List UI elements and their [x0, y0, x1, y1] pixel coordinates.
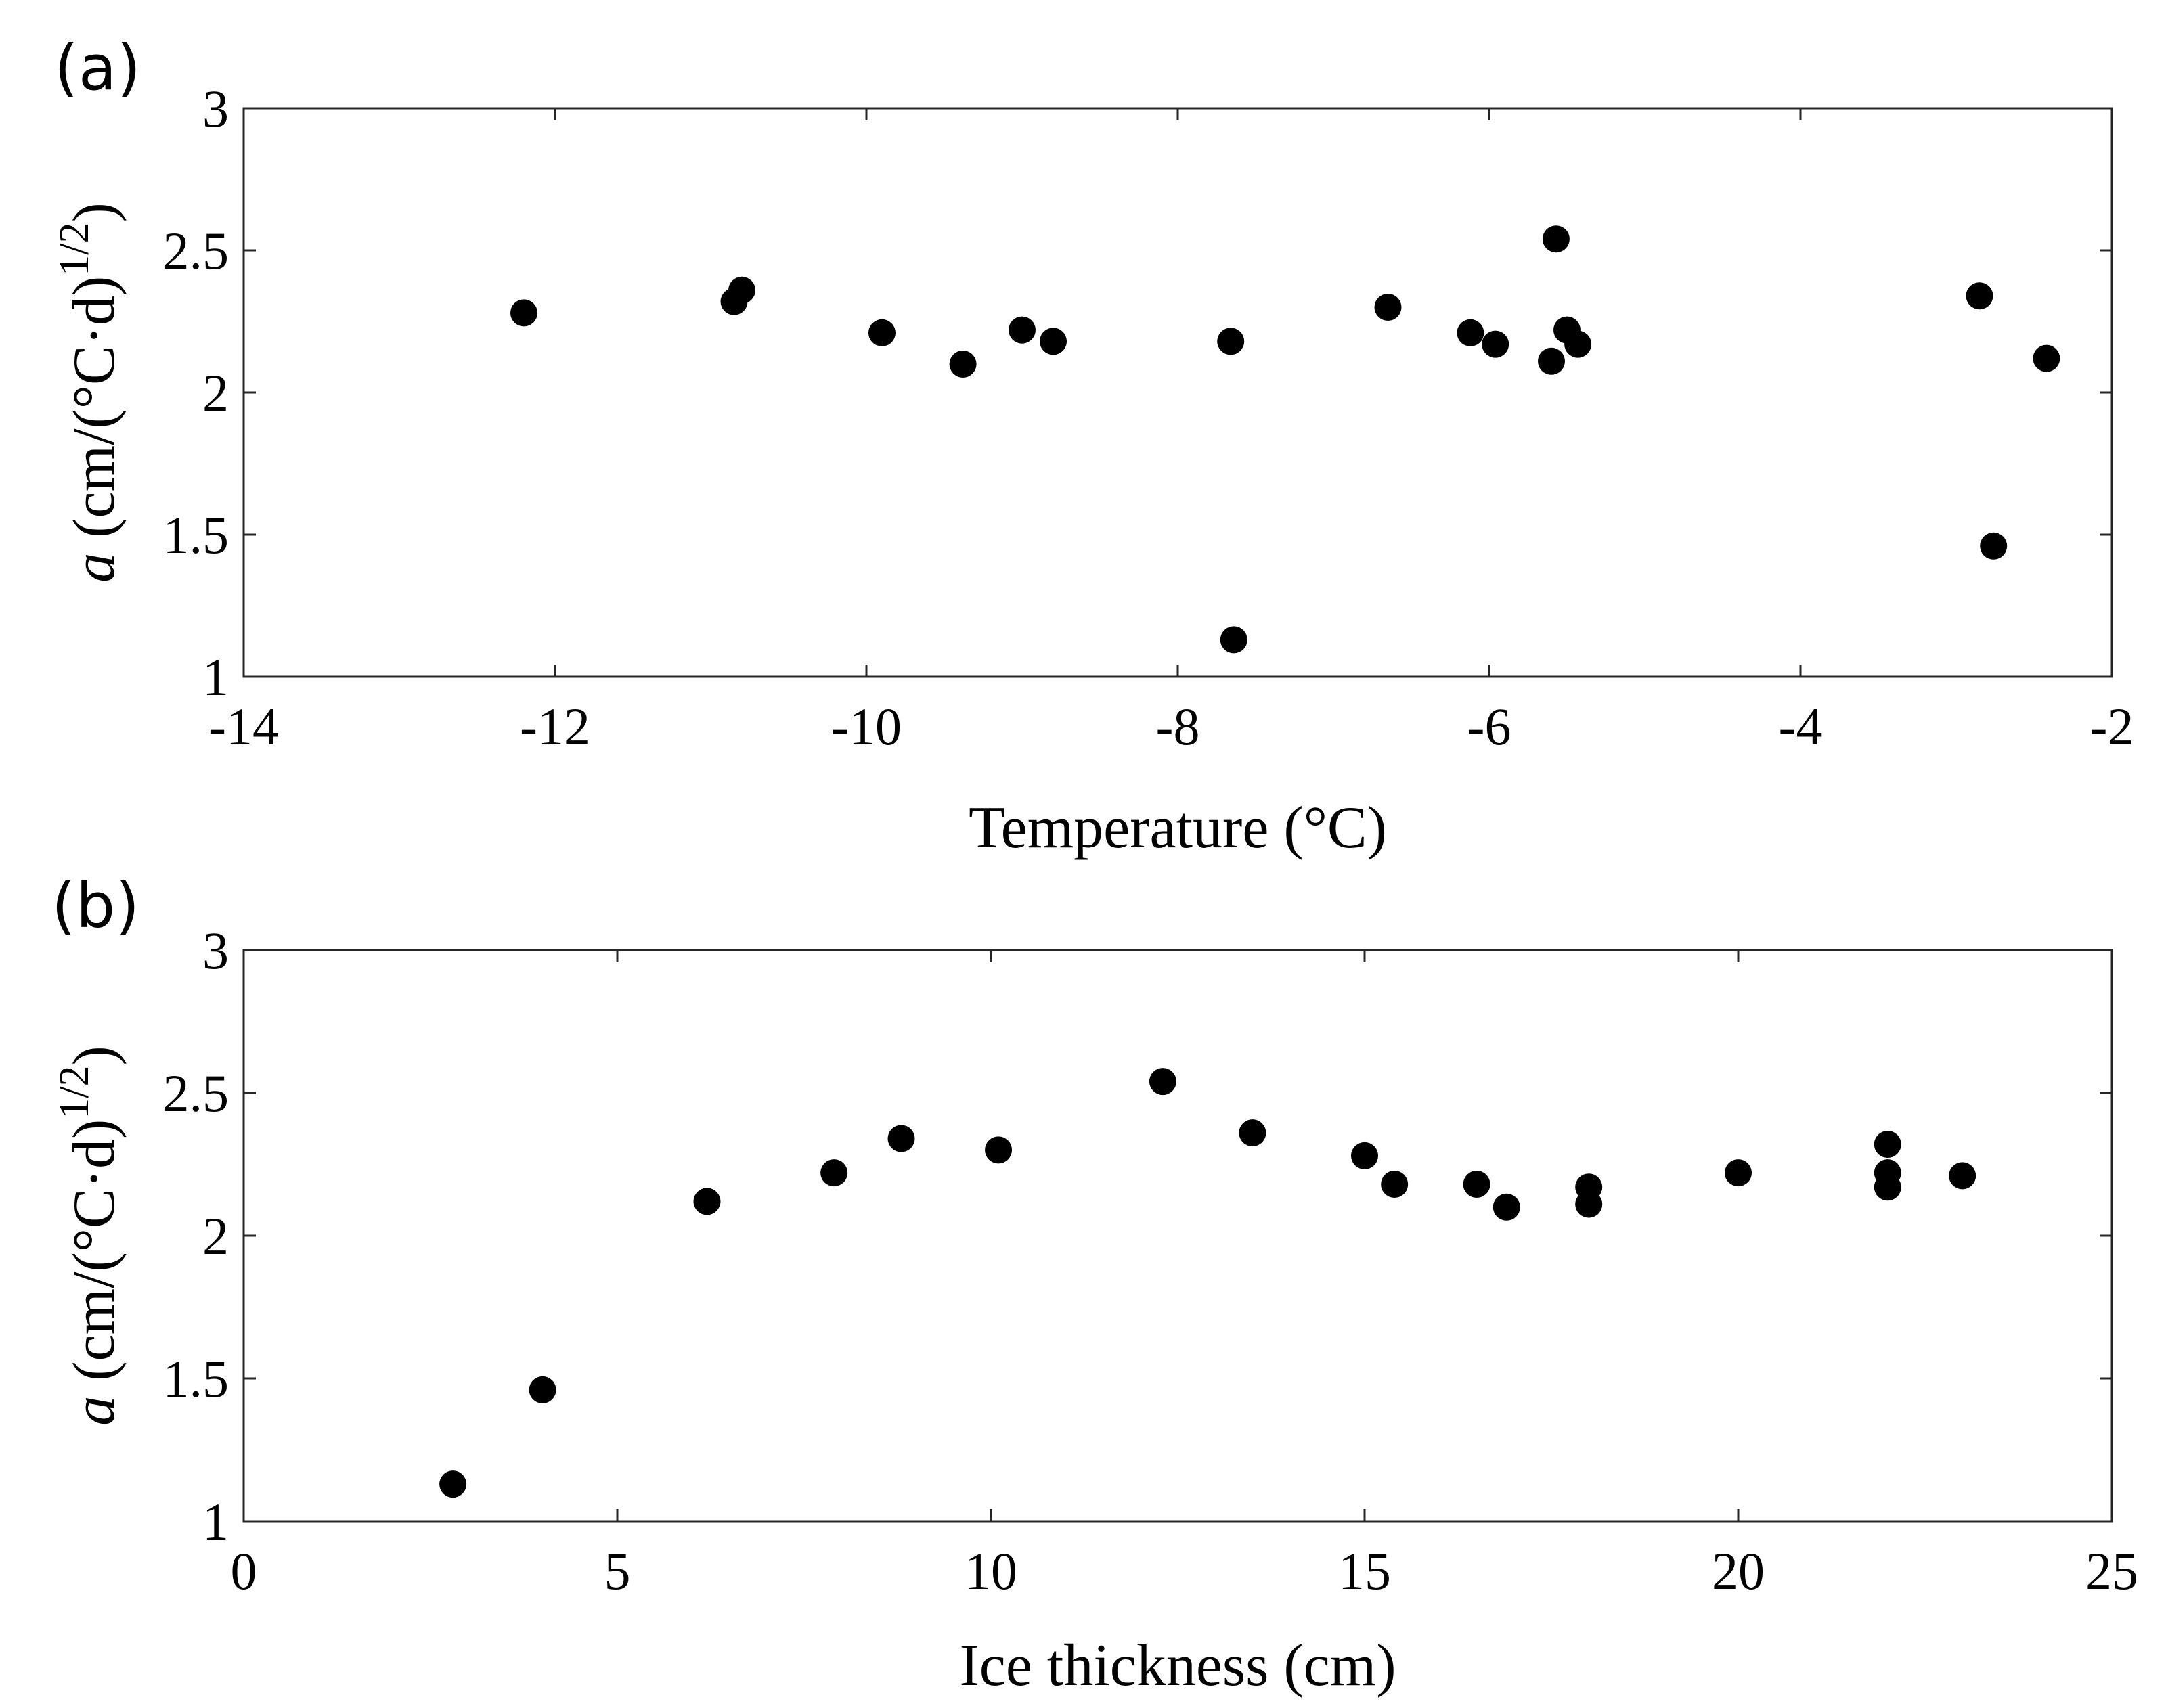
- x-axis-title: Ice thickness (cm): [959, 1633, 1396, 1699]
- x-tick-label: 10: [965, 1542, 1017, 1600]
- x-tick-labels: 0 5 10 15 20 25: [231, 1542, 2139, 1600]
- data-point: [949, 351, 977, 378]
- y-axis-symbol: a: [62, 1396, 127, 1426]
- y-axis-title: a (cm/(°C·d)1/2): [51, 1046, 127, 1426]
- data-point: [1575, 1190, 1603, 1218]
- data-point: [1493, 1193, 1520, 1221]
- data-point: [1949, 1162, 1976, 1190]
- data-point: [1351, 1142, 1378, 1169]
- data-point: [728, 276, 755, 304]
- y-axis-symbol: a: [62, 553, 127, 583]
- data-point: [887, 1125, 915, 1152]
- plot-frame: [242, 949, 2113, 1523]
- y-axis-exponent: 1/2: [51, 223, 97, 276]
- data-point: [1874, 1130, 1901, 1158]
- data-point: [1009, 316, 1036, 344]
- data-point: [1564, 330, 1592, 358]
- data-points: [439, 1068, 1976, 1498]
- data-point: [1040, 328, 1067, 355]
- y-tick-labels: 1 1.5 2 2.5 3: [163, 79, 229, 706]
- data-point: [1874, 1173, 1901, 1201]
- data-point: [1381, 1171, 1409, 1198]
- data-point: [693, 1188, 721, 1215]
- y-tick-label: 1.5: [163, 505, 229, 564]
- data-point: [820, 1159, 848, 1187]
- y-tick-label: 1: [202, 1492, 229, 1551]
- data-point: [985, 1136, 1013, 1164]
- y-tick-label: 2.5: [163, 221, 229, 280]
- data-point: [1149, 1068, 1176, 1096]
- data-point: [1966, 282, 1993, 310]
- data-point: [1463, 1171, 1490, 1198]
- y-tick-label: 3: [202, 79, 229, 138]
- x-tick-label: -14: [208, 697, 279, 756]
- data-point: [1725, 1159, 1752, 1187]
- x-tick-labels: -14 -12 -10 -8 -6 -4 -2: [208, 697, 2134, 756]
- y-tick-label: 1.5: [163, 1349, 229, 1408]
- y-axis-title: a (cm/(°C·d)1/2): [51, 202, 127, 583]
- data-point: [529, 1376, 556, 1403]
- ticks: [242, 107, 2113, 678]
- data-point: [1482, 330, 1509, 358]
- x-tick-label: -4: [1779, 697, 1823, 756]
- y-axis-units: (cm/(°C·d): [62, 276, 127, 553]
- x-tick-label: -8: [1156, 697, 1200, 756]
- data-point: [1239, 1119, 1266, 1147]
- x-tick-label: -2: [2090, 697, 2134, 756]
- y-tick-label: 3: [202, 921, 229, 980]
- data-points: [510, 225, 2060, 654]
- panel-b: (b) 0 5 10 15 20 25 1 1.5 2 2.5 3 Ice thickness (…: [51, 870, 2138, 1699]
- y-axis-exponent: 1/2: [51, 1066, 97, 1119]
- data-point: [1538, 347, 1565, 375]
- x-tick-label: 25: [2085, 1542, 2138, 1600]
- data-point: [868, 319, 896, 346]
- data-point: [1457, 319, 1484, 346]
- y-tick-label: 2: [202, 1207, 229, 1265]
- ticks: [242, 949, 2113, 1523]
- data-point: [1980, 532, 2008, 560]
- panel-a: (a) -14 -12 -10 -8 -6 -4 -2 1 1.5 2 2.5 3 Temperat…: [51, 32, 2134, 861]
- data-point: [510, 299, 537, 327]
- panel-label: (b): [51, 870, 139, 942]
- y-axis-close: ): [62, 202, 127, 222]
- y-axis-close: ): [62, 1046, 127, 1065]
- data-point: [439, 1470, 467, 1498]
- panel-label: (a): [54, 32, 141, 104]
- x-tick-label: -6: [1467, 697, 1511, 756]
- y-tick-label: 2: [202, 363, 229, 422]
- x-tick-label: 0: [231, 1542, 257, 1600]
- data-point: [1542, 225, 1570, 253]
- x-tick-label: 5: [604, 1542, 631, 1600]
- x-tick-label: 20: [1712, 1542, 1765, 1600]
- data-point: [2033, 344, 2060, 372]
- y-tick-label: 1: [202, 648, 229, 706]
- data-point: [1374, 294, 1402, 321]
- y-axis-units: (cm/(°C·d): [62, 1119, 127, 1396]
- x-tick-label: -10: [831, 697, 902, 756]
- x-tick-label: 15: [1338, 1542, 1391, 1600]
- y-tick-label: 2.5: [163, 1064, 229, 1123]
- data-point: [1217, 328, 1245, 355]
- x-tick-label: -12: [520, 697, 590, 756]
- y-tick-labels: 1 1.5 2 2.5 3: [163, 921, 229, 1551]
- plot-frame: [242, 107, 2113, 678]
- x-axis-title: Temperature (°C): [969, 795, 1387, 861]
- data-point: [1220, 626, 1247, 654]
